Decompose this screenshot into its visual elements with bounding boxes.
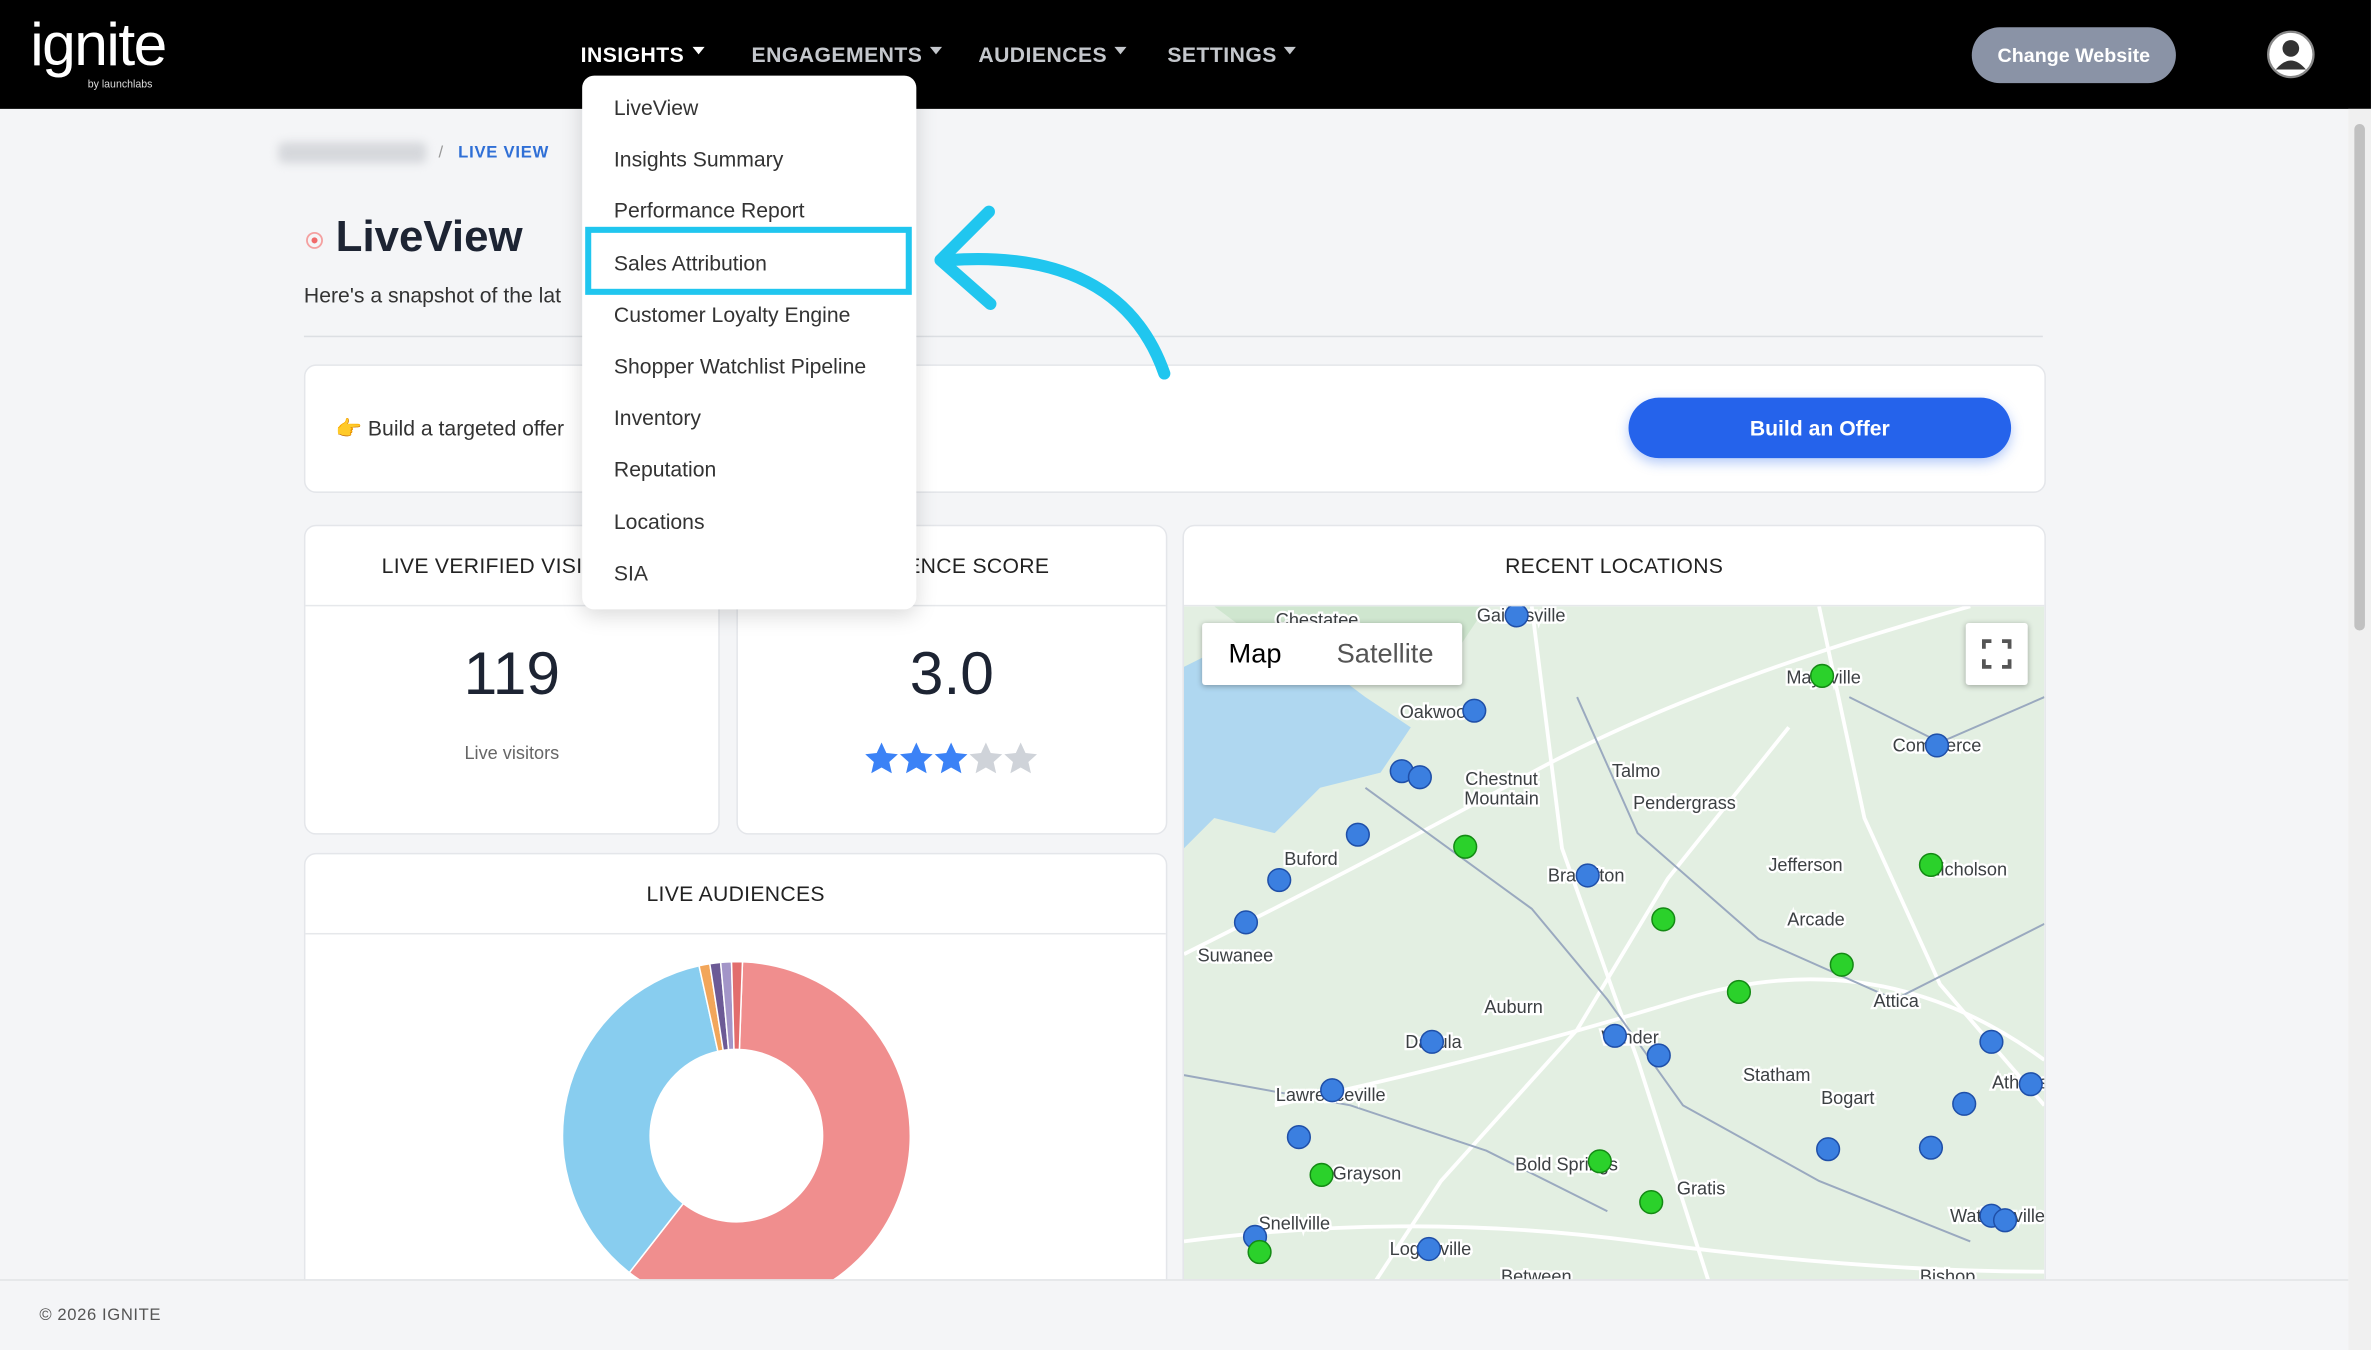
map-label: Grayson — [1333, 1163, 1402, 1183]
stat-value: 3.0 — [909, 641, 994, 708]
change-website-button[interactable]: Change Website — [1971, 27, 2176, 84]
banner-text: 👉 Build a targeted offer — [335, 415, 565, 441]
nav-item[interactable]: ENGAGEMENTS — [752, 42, 943, 66]
location-pin — [1816, 1137, 1841, 1162]
nav-item[interactable]: SETTINGS — [1167, 42, 1296, 66]
location-pin — [1809, 663, 1835, 689]
location-pin — [1726, 979, 1752, 1005]
dropdown-item[interactable]: Shopper Watchlist Pipeline — [613, 353, 867, 379]
location-pin — [1602, 1023, 1628, 1048]
nav-item[interactable]: INSIGHTS — [581, 42, 704, 66]
location-pin — [1639, 1190, 1664, 1215]
map-label: Buford — [1284, 849, 1337, 869]
location-pin — [1233, 910, 1259, 935]
location-pin — [1992, 1208, 2018, 1233]
location-pin — [1309, 1162, 1334, 1187]
nav-item[interactable]: AUDIENCES — [978, 42, 1126, 66]
location-pin — [1979, 1029, 2004, 1054]
map-label: Mountain — [1464, 788, 1539, 808]
dropdown-item[interactable]: Inventory — [613, 405, 702, 430]
map-label: Snellville — [1259, 1213, 1331, 1233]
footer-text: © 2026 IGNITE — [39, 1306, 162, 1325]
location-pin — [1587, 1149, 1612, 1174]
map-label: Suwanee — [1198, 946, 1274, 966]
live-icon — [306, 231, 323, 249]
map-label: Arcade — [1787, 909, 1844, 929]
breadcrumb-current: LIVE VIEW — [458, 143, 550, 162]
map-label: Gratis — [1677, 1179, 1725, 1199]
footer: © 2026 IGNITE — [0, 1279, 2349, 1350]
avatar[interactable] — [2265, 29, 2316, 80]
breadcrumb-sep: / — [438, 143, 444, 162]
donut-chart — [561, 960, 911, 1311]
map-label: Talmo — [1612, 761, 1660, 781]
location-pin — [1504, 606, 1529, 628]
donut-segment — [561, 964, 719, 1274]
insights-dropdown: LiveView Insights Summary Performance Repo… — [582, 75, 917, 610]
location-pin — [1247, 1239, 1272, 1265]
stars — [865, 742, 1037, 774]
stat-value: 119 — [463, 641, 561, 708]
dropdown-item[interactable]: Reputation — [613, 457, 717, 482]
dropdown-item[interactable]: Performance Report — [613, 198, 805, 223]
map-label: Attica — [1874, 991, 1920, 1011]
stat-caption: Live visitors — [464, 742, 560, 764]
fullscreen-button[interactable] — [1965, 622, 2028, 685]
satellite-button[interactable]: Satellite — [1336, 638, 1434, 669]
logo[interactable]: ignite — [30, 12, 167, 79]
map[interactable]: ChestateeGainesvilleOakwoodChestnutMount… — [1183, 606, 2045, 1343]
location-pin — [1646, 1043, 1671, 1068]
map-label: Pendergrass — [1633, 793, 1736, 813]
dropdown-item[interactable]: Sales Attribution — [613, 250, 767, 275]
location-pin — [1416, 1236, 1442, 1262]
map-label: Bogart — [1821, 1088, 1874, 1108]
dropdown-item[interactable]: SIA — [613, 560, 649, 585]
location-pin — [1407, 765, 1432, 790]
breadcrumb-blurred — [278, 142, 427, 164]
page-title: LiveView — [335, 213, 523, 262]
dropdown-item[interactable]: LiveView — [613, 95, 699, 120]
location-pin — [1267, 867, 1292, 893]
location-pin — [1924, 733, 1950, 758]
location-pin — [1952, 1091, 1977, 1116]
location-pin — [1320, 1078, 1345, 1103]
page-subtitle: Here's a snapshot of the lat — [303, 282, 561, 307]
map-button[interactable]: Map — [1228, 638, 1282, 669]
logo-sub: by launchlabs — [87, 80, 153, 91]
location-pin — [1829, 952, 1854, 977]
build-offer-button[interactable]: Build an Offer — [1628, 397, 2012, 459]
dropdown-item[interactable]: Insights Summary — [613, 146, 784, 172]
map-label: Jefferson — [1768, 855, 1842, 875]
map-label: Statham — [1743, 1065, 1811, 1085]
location-pin — [1345, 822, 1370, 847]
location-pin — [1453, 834, 1478, 859]
scrollbar[interactable] — [2348, 108, 2371, 1350]
location-pin — [1575, 863, 1600, 888]
card-title: RECENT LOCATIONS — [1505, 553, 1724, 578]
map-label: Auburn — [1484, 997, 1542, 1017]
location-pin — [1419, 1029, 1445, 1054]
audiences-card: LIVE AUDIENCES — [303, 852, 1168, 1340]
map-label: Chestnut — [1465, 769, 1538, 789]
location-pin — [1462, 698, 1487, 723]
location-pin — [1651, 907, 1676, 932]
highlight-annotation — [585, 205, 1171, 380]
location-pin — [2018, 1072, 2043, 1097]
map-card: RECENT LOCATIONS ChestateeGainesvilleOak… — [1182, 524, 2046, 1345]
location-pin — [1918, 852, 1944, 878]
location-pin — [1286, 1125, 1311, 1150]
map-type-control: Map Satellite — [1202, 622, 1463, 685]
donut-segment — [730, 960, 744, 1051]
location-pin — [1918, 1135, 1944, 1160]
divider — [303, 335, 2043, 338]
dropdown-item[interactable]: Locations — [613, 508, 705, 534]
dropdown-item[interactable]: Customer Loyalty Engine — [613, 302, 851, 327]
card-title: LIVE AUDIENCES — [646, 881, 825, 906]
